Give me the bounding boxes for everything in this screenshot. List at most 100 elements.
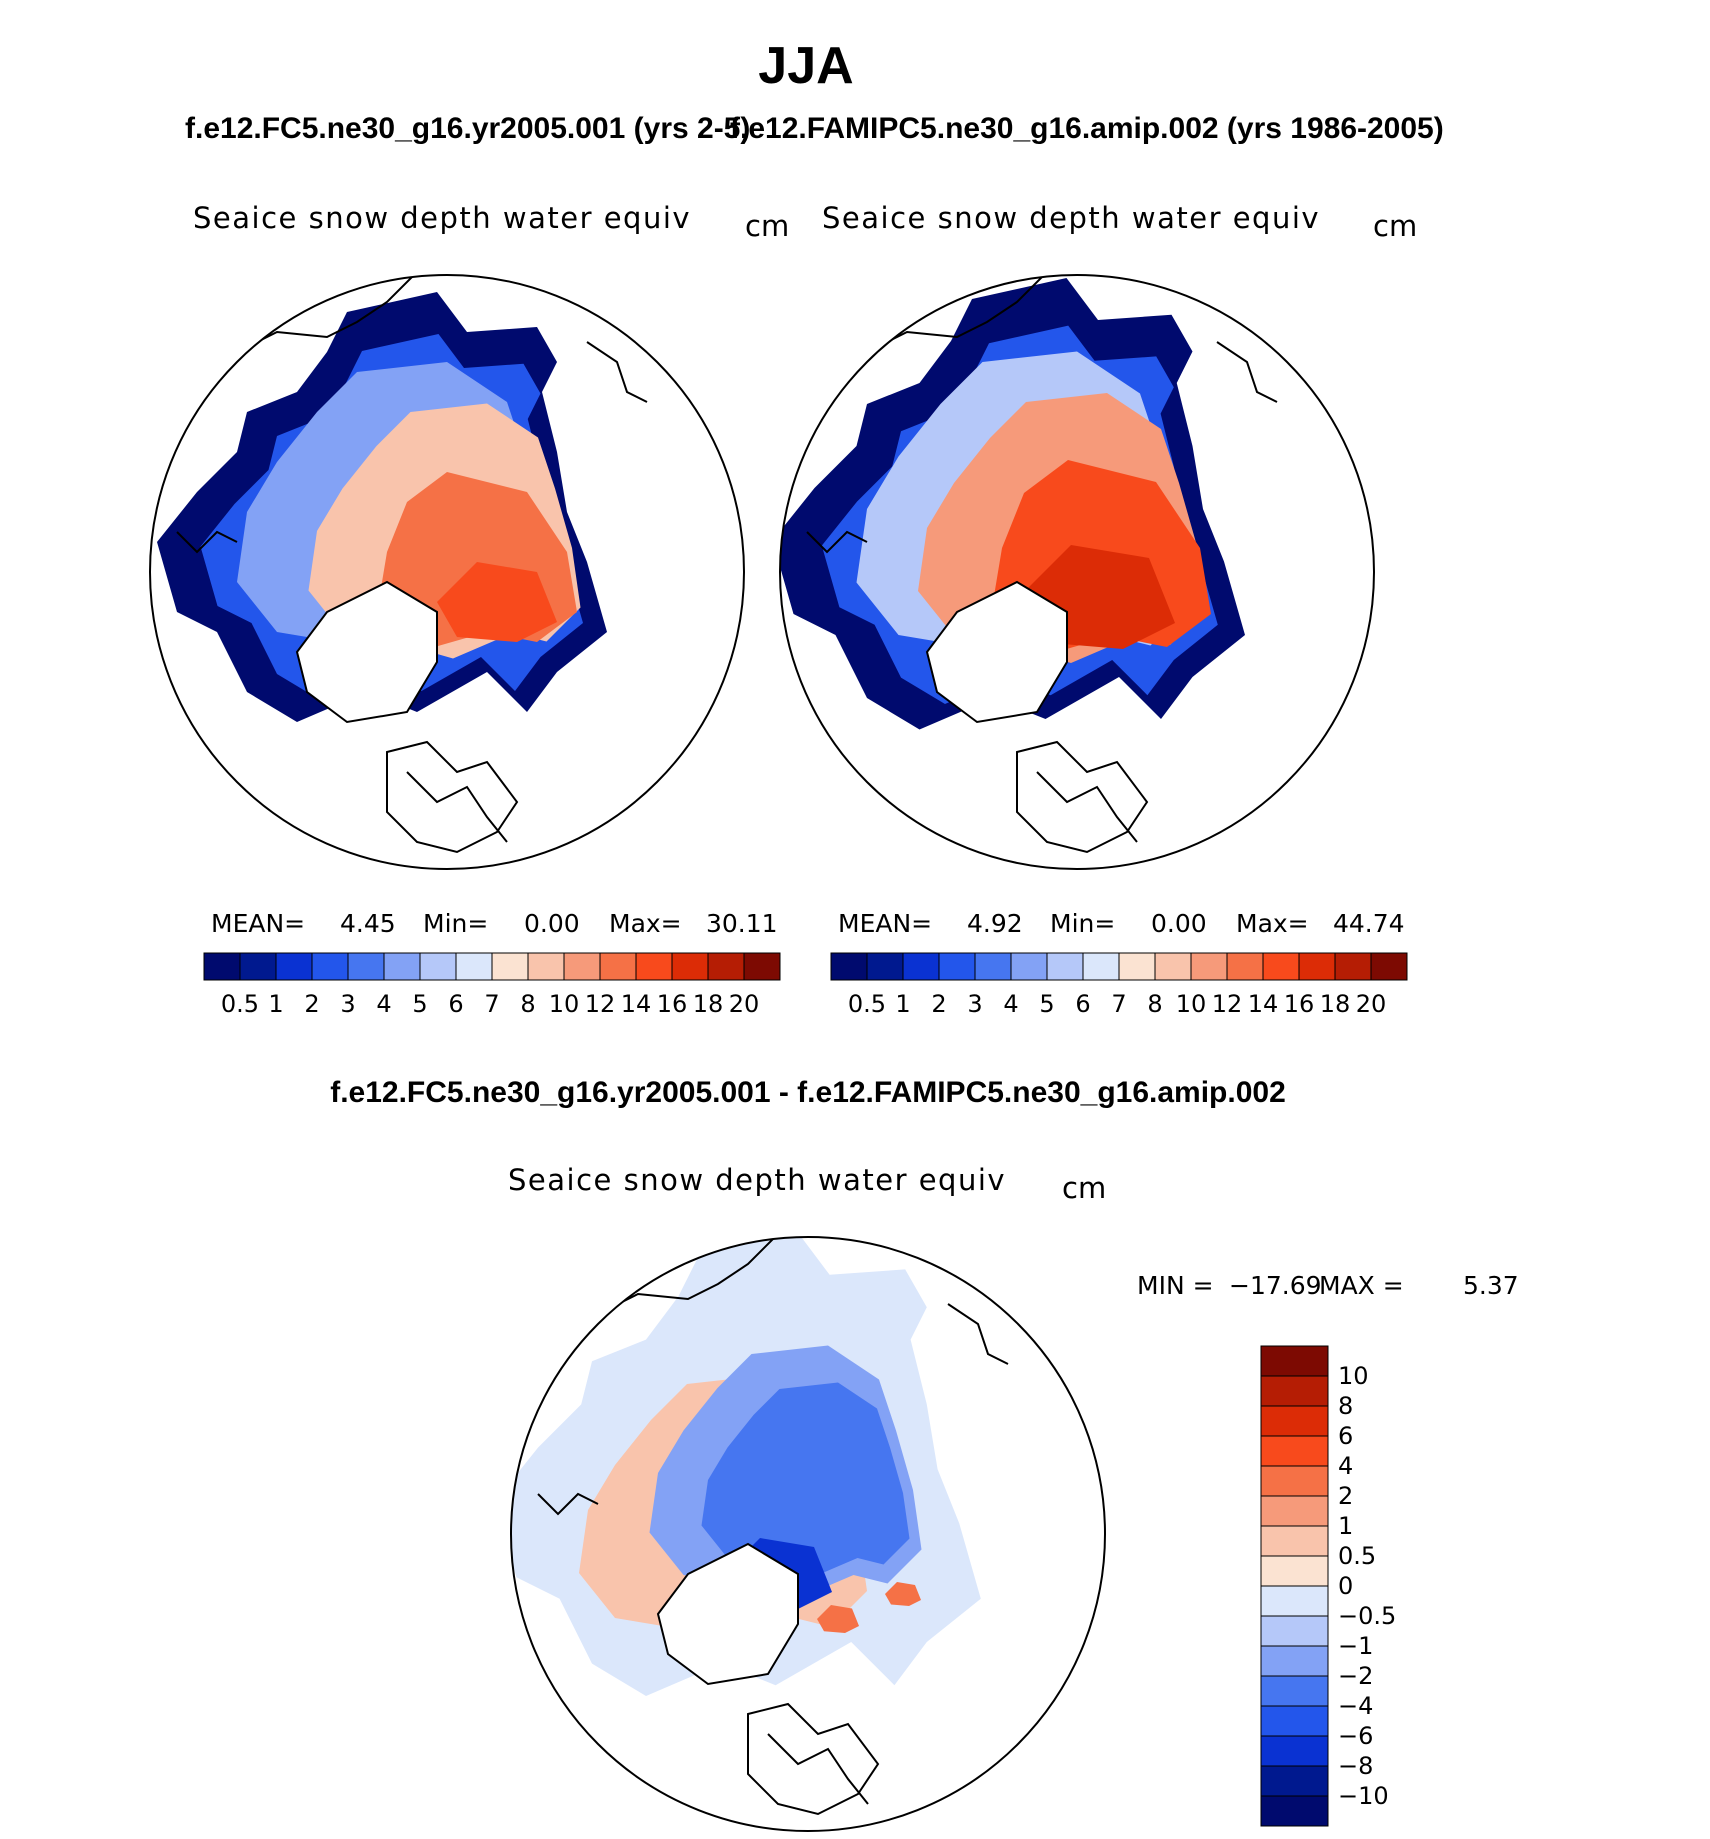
panel-b-colorbar-tick-label: 2 — [931, 990, 946, 1018]
panel-b-colorbar-swatch — [1334, 952, 1372, 981]
panel-a-min-label: Min= — [423, 909, 488, 938]
panel-diff-coast-east — [947, 1303, 1009, 1365]
panel-a-colorbar-tick-label: 4 — [376, 990, 391, 1018]
panel-a-max-label: Max= — [609, 909, 682, 938]
panel-a-colorbar-swatch — [419, 952, 457, 981]
panel-a-colorbar-tick-label: 8 — [520, 990, 535, 1018]
panel-diff-colorbar-swatch — [1260, 1765, 1329, 1797]
panel-diff-colorbar-swatch — [1260, 1735, 1329, 1767]
panel-b-coast-europe — [1036, 771, 1138, 843]
panel-a-coast-east — [586, 341, 648, 403]
panel-diff-colorbar-tick-label: 10 — [1338, 1362, 1369, 1390]
panel-b-colorbar-tick-label: 14 — [1248, 990, 1279, 1018]
panel-diff-min-label: MIN = — [1137, 1271, 1214, 1300]
panel-a-units: cm — [745, 209, 789, 243]
panel-a-colorbar-swatch — [239, 952, 277, 981]
panel-diff-colorbar-tick-label: 2 — [1338, 1482, 1353, 1510]
panel-b-colorbar-swatch — [1298, 952, 1336, 981]
panel-a-colorbar-tick-label: 16 — [657, 990, 688, 1018]
panel-a-colorbar-swatch — [527, 952, 565, 981]
panel-b-max-label: Max= — [1236, 909, 1309, 938]
panel-b-colorbar-tick-label: 0.5 — [848, 990, 886, 1018]
panel-b-colorbar-tick-label: 8 — [1147, 990, 1162, 1018]
panel-diff-colorbar-swatch — [1260, 1375, 1329, 1407]
panel-diff-colorbar-tick-label: 8 — [1338, 1392, 1353, 1420]
panel-a-colorbar: 0.5 1 2 3 4 5 6 7 8 10 12 14 16 18 20 — [203, 952, 781, 1018]
panel-b-colorbar-swatch — [1262, 952, 1300, 981]
panel-a-colorbar-tick-label: 18 — [693, 990, 724, 1018]
panel-diff-colorbar-swatch — [1260, 1345, 1329, 1377]
panel-diff-variable: Seaice snow depth water equiv — [508, 1163, 1006, 1197]
panel-b-colorbar-tick-label: 5 — [1039, 990, 1054, 1018]
panel-b-min-label: Min= — [1050, 909, 1115, 938]
panel-b-colorbar-tick-label: 4 — [1003, 990, 1018, 1018]
panel-b-colorbar-tick-label: 10 — [1176, 990, 1207, 1018]
panel-a-max-value: 30.11 — [706, 909, 778, 938]
panel-a-colorbar-swatch — [275, 952, 313, 981]
panel-a-map-border — [149, 274, 745, 870]
panel-b-colorbar-swatch — [1082, 952, 1120, 981]
panel-diff-colorbar-swatch — [1260, 1465, 1329, 1497]
panel-a-colorbar-swatch — [671, 952, 709, 981]
panel-diff-colorbar-tick-label: −8 — [1338, 1752, 1373, 1780]
panel-diff-colorbar-tick-label: 1 — [1338, 1512, 1353, 1540]
panel-b-mean-label: MEAN= — [838, 909, 932, 938]
panel-b-colorbar-swatch — [830, 952, 868, 981]
panel-diff-coast-europe — [767, 1733, 869, 1805]
panel-b-colorbar-swatch — [866, 952, 904, 981]
panel-diff-scandinavia — [747, 1703, 879, 1815]
panel-a-colorbar-swatch — [743, 952, 781, 981]
panel-a-map — [157, 275, 648, 853]
panel-a-colorbar-tick-label: 5 — [412, 990, 427, 1018]
panel-diff-colorbar-swatch — [1260, 1585, 1329, 1617]
panel-b-case-title: f.e12.FAMIPC5.ne30_g16.amip.002 (yrs 198… — [730, 112, 1444, 145]
panel-a-colorbar-tick-label: 20 — [729, 990, 760, 1018]
panel-diff-colorbar-swatch — [1260, 1645, 1329, 1677]
panel-b-colorbar-tick-label: 6 — [1075, 990, 1090, 1018]
panel-a-colorbar-swatch — [707, 952, 745, 981]
panel-b-colorbar-tick-label: 7 — [1111, 990, 1126, 1018]
panel-a-mean-label: MEAN= — [211, 909, 305, 938]
panel-diff-colorbar-tick-label: −4 — [1338, 1692, 1373, 1720]
panel-b-mean-value: 4.92 — [967, 909, 1023, 938]
panel-a-colorbar-swatch — [455, 952, 493, 981]
panel-a-colorbar-swatch — [563, 952, 601, 981]
panel-b-colorbar-swatch — [1118, 952, 1156, 981]
panel-b-variable: Seaice snow depth water equiv — [822, 201, 1320, 235]
panel-b-min-value: 0.00 — [1151, 909, 1207, 938]
panel-b-scandinavia — [1016, 741, 1148, 853]
panel-diff-colorbar-tick-label: −2 — [1338, 1662, 1373, 1690]
panel-a-case-title: f.e12.FC5.ne30_g16.yr2005.001 (yrs 2-5) — [185, 112, 750, 145]
panel-a-colorbar-swatch — [203, 952, 241, 981]
panel-diff-colorbar-tick-label: −1 — [1338, 1632, 1373, 1660]
panel-a-colorbar-swatch — [311, 952, 349, 981]
panel-b-max-value: 44.74 — [1333, 909, 1405, 938]
panel-b-colorbar-swatch — [1010, 952, 1048, 981]
panel-b-colorbar-swatch — [1046, 952, 1084, 981]
panel-a-mean-value: 4.45 — [340, 909, 396, 938]
panel-diff-colorbar-swatch — [1260, 1525, 1329, 1557]
panel-a-variable: Seaice snow depth water equiv — [193, 201, 691, 235]
panel-diff-colorbar-swatch — [1260, 1675, 1329, 1707]
panel-diff-colorbar-tick-label: 0.5 — [1338, 1542, 1376, 1570]
panel-b-colorbar-tick-label: 12 — [1212, 990, 1243, 1018]
panel-a-colorbar-swatch — [347, 952, 385, 981]
panel-b-colorbar-tick-label: 1 — [895, 990, 910, 1018]
panel-a-colorbar-tick-label: 7 — [484, 990, 499, 1018]
panel-a-colorbar-tick-label: 6 — [448, 990, 463, 1018]
panel-a-coast-europe — [406, 771, 508, 843]
panel-diff-colorbar-swatch — [1260, 1615, 1329, 1647]
panel-b-colorbar-swatch — [1370, 952, 1408, 981]
panel-b-map-border — [779, 274, 1375, 870]
panel-diff-colorbar-tick-label: 6 — [1338, 1422, 1353, 1450]
panel-diff-colorbar-tick-label: −10 — [1338, 1782, 1389, 1810]
panel-diff-map-border — [510, 1236, 1106, 1832]
panel-diff-colorbar-tick-label: 4 — [1338, 1452, 1353, 1480]
panel-b-colorbar-swatch — [1154, 952, 1192, 981]
panel-a-colorbar-tick-label: 0.5 — [221, 990, 259, 1018]
panel-b-colorbar-swatch — [938, 952, 976, 981]
panel-b-colorbar-swatch — [974, 952, 1012, 981]
panel-diff-colorbar-swatch — [1260, 1435, 1329, 1467]
panel-a-colorbar-tick-label: 2 — [304, 990, 319, 1018]
